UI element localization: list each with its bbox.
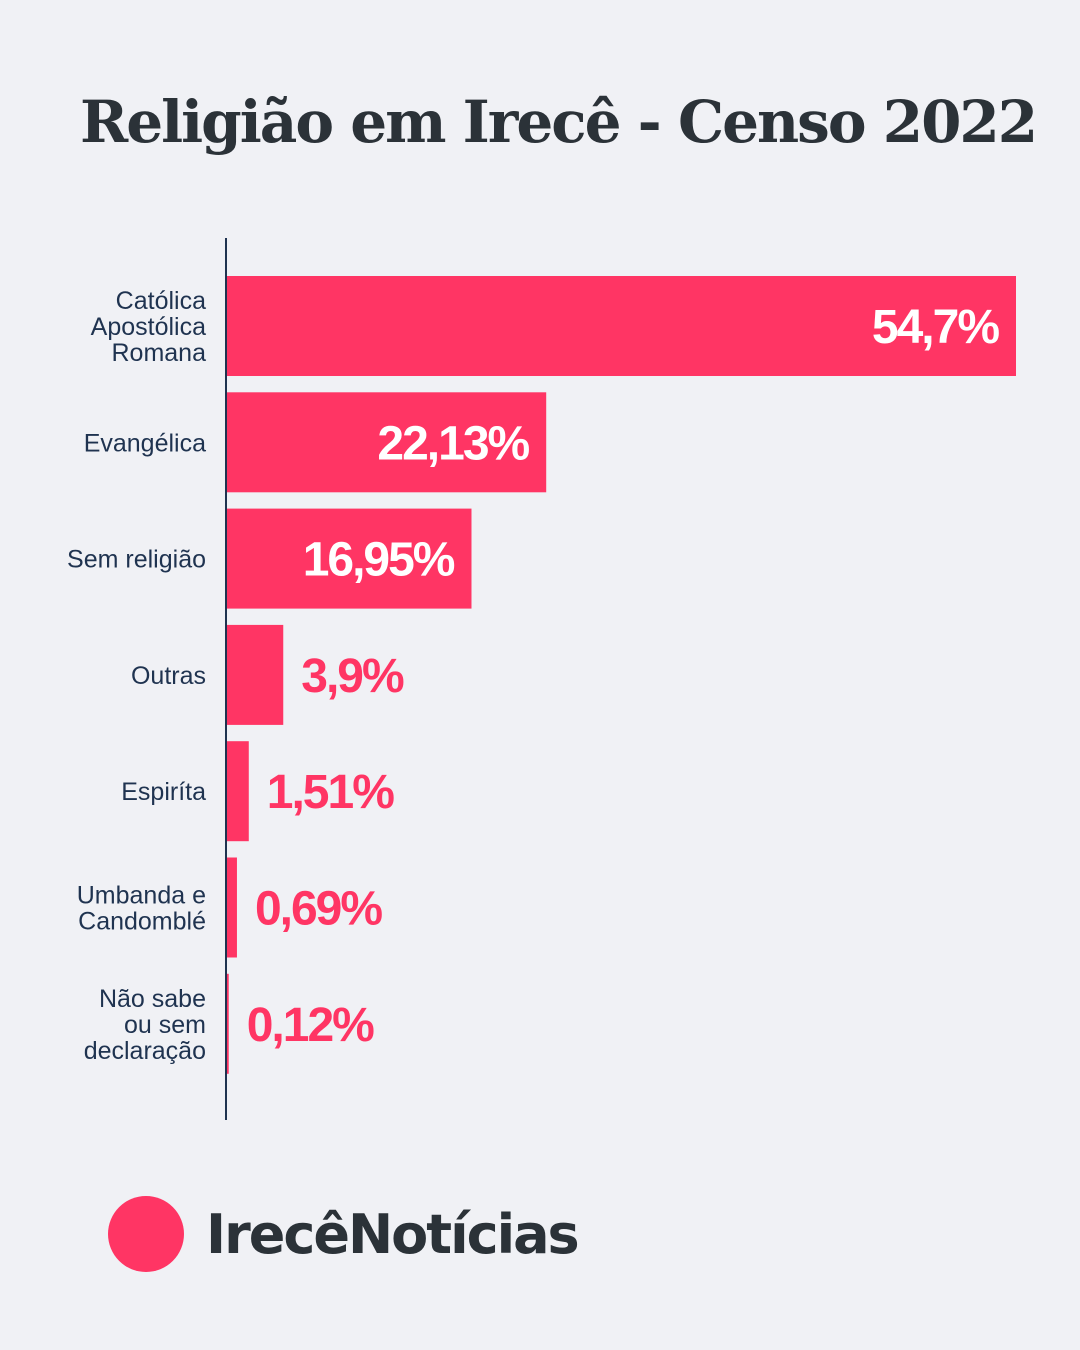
value-label-0: 54,7% <box>872 301 999 354</box>
value-label-6: 0,12% <box>247 999 374 1052</box>
category-label-2: Sem religião <box>67 546 206 574</box>
brand-name: IrecêNotícias <box>206 1202 580 1266</box>
bar-2 <box>227 508 472 609</box>
bar-6 <box>227 973 229 1074</box>
value-label-1: 22,13% <box>377 417 529 470</box>
brand-logo: IrecêNotícias <box>108 1196 580 1272</box>
value-label-3: 3,9% <box>301 650 404 703</box>
value-label-4: 1,51% <box>267 766 394 819</box>
value-label-5: 0,69% <box>255 883 382 936</box>
category-label-6: Não sabe ou sem declaração <box>84 985 206 1065</box>
chart-title: Religião em Irecê - Censo 2022 <box>80 88 1038 156</box>
category-label-3: Outras <box>131 662 206 690</box>
category-label-4: Espiríta <box>121 778 206 806</box>
category-label-0: Católica Apostólica Romana <box>91 287 206 367</box>
brand-dot-icon <box>108 1196 184 1272</box>
category-label-5: Umbanda e Candomblé <box>77 882 206 936</box>
bar-0 <box>227 276 1016 376</box>
value-label-2: 16,95% <box>303 534 455 587</box>
bar-4 <box>227 741 249 842</box>
bar-1 <box>227 392 547 493</box>
bar-5 <box>227 857 237 958</box>
category-label-1: Evangélica <box>84 429 206 457</box>
bar-3 <box>227 624 284 725</box>
